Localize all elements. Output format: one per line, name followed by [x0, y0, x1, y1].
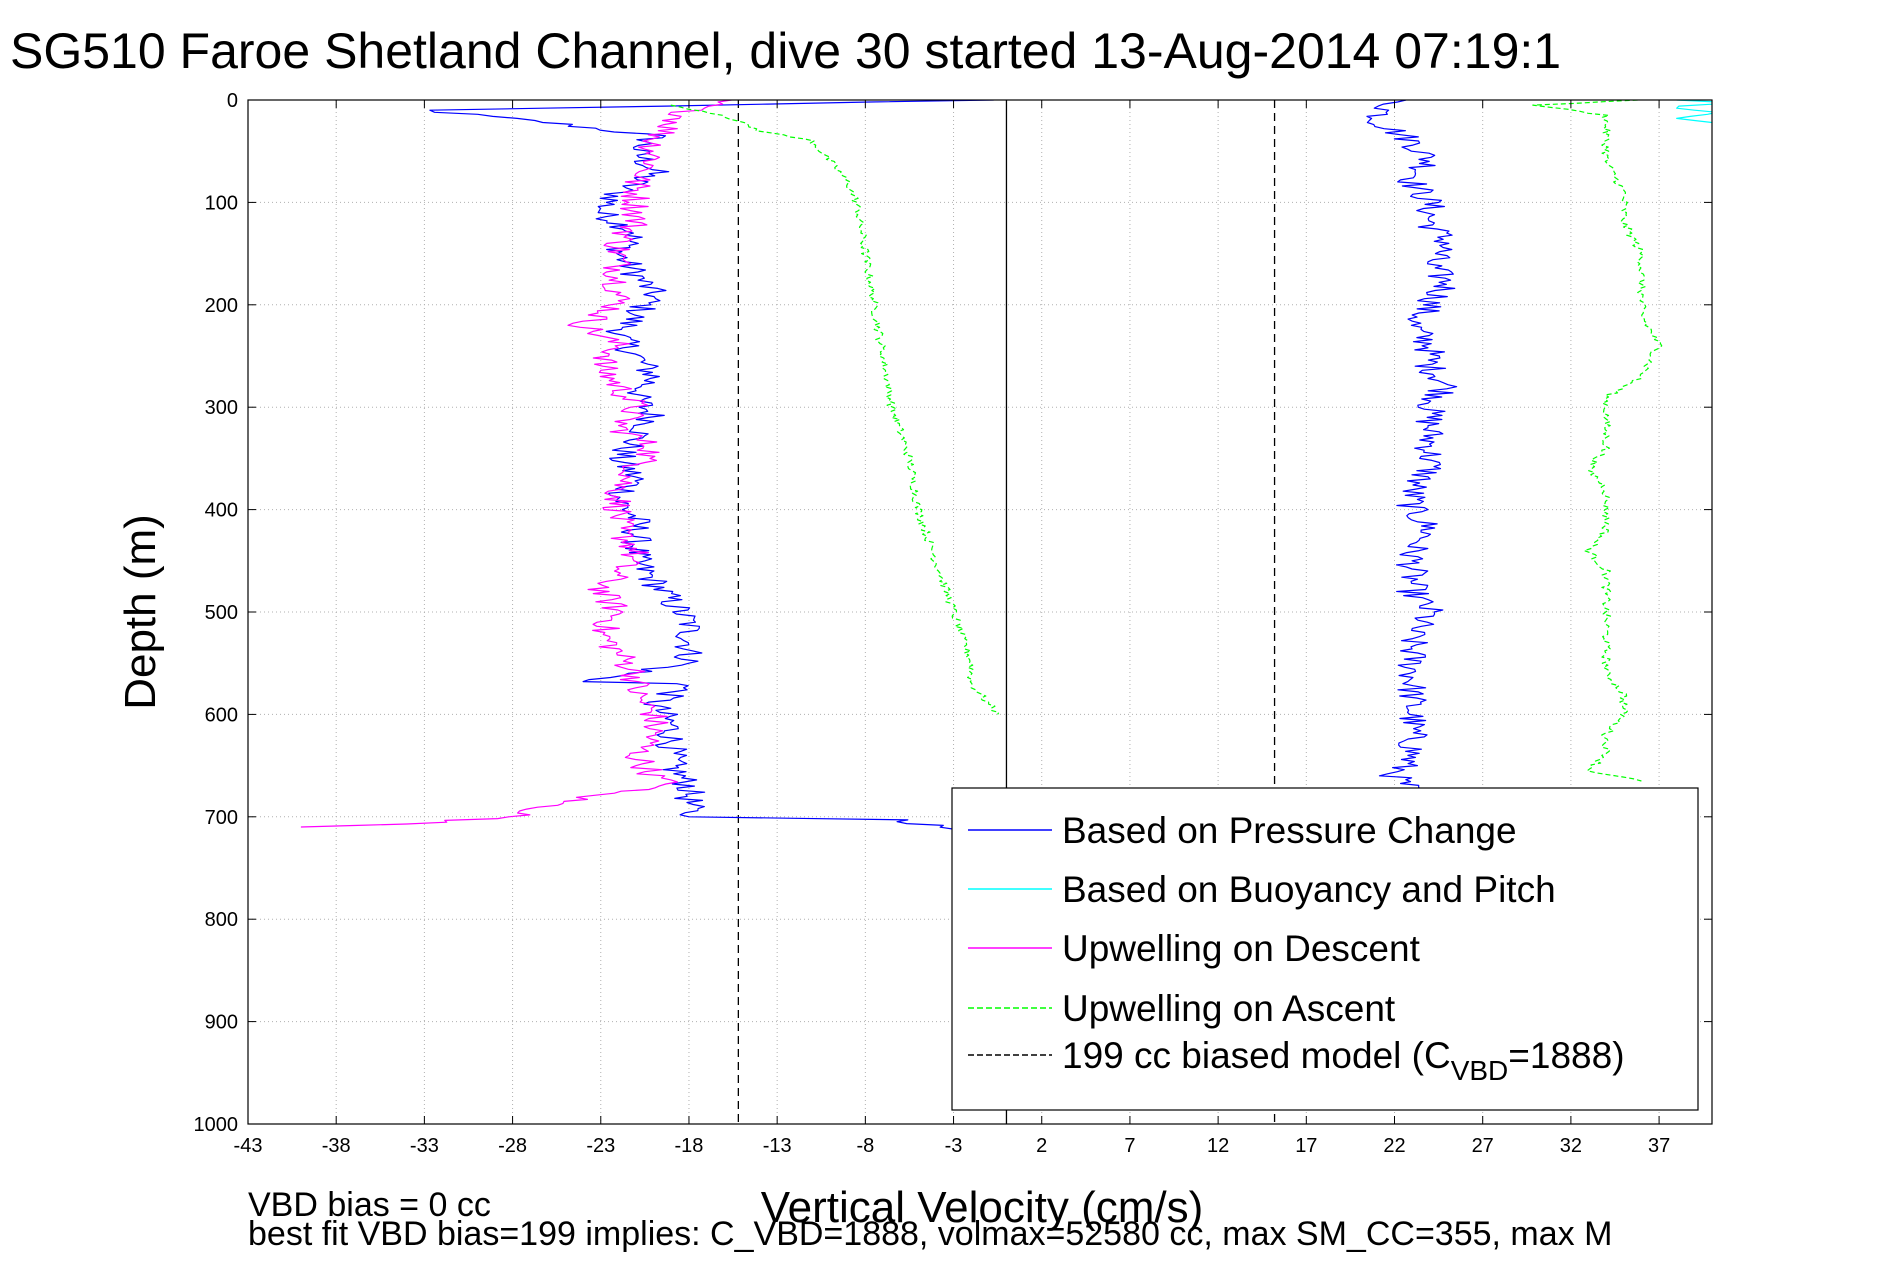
series-line-5 [1676, 100, 1712, 124]
y-tick-label-8: 800 [205, 909, 238, 931]
x-tick-label-3: -28 [498, 1135, 527, 1157]
series-line-3 [670, 104, 1000, 715]
series-line-4 [1532, 100, 1663, 782]
x-tick-label-9: 2 [1036, 1135, 1047, 1157]
x-tick-label-12: 17 [1295, 1135, 1317, 1157]
x-tick-label-10: 7 [1124, 1135, 1135, 1157]
x-tick-label-11: 12 [1207, 1135, 1229, 1157]
x-tick-label-4: -23 [586, 1135, 615, 1157]
x-tick-label-8: -3 [945, 1135, 963, 1157]
series-line-1 [1366, 100, 1458, 792]
legend-label-2: Upwelling on Descent [1062, 928, 1421, 969]
y-tick-label-9: 900 [205, 1012, 238, 1034]
series-line-0 [429, 100, 994, 830]
x-tick-label-14: 27 [1472, 1135, 1494, 1157]
x-tick-label-2: -33 [410, 1135, 439, 1157]
x-tick-labels: -43 -38 -33 -28 -23 -18 -13 -8 -3 2 7 12 17 22 27 32 37 [234, 1135, 1671, 1157]
x-tick-label-13: 22 [1383, 1135, 1405, 1157]
footer-vbd-bias: VBD bias = 0 cc [248, 1186, 491, 1224]
series-line-2 [300, 100, 732, 828]
x-tick-label-5: -18 [675, 1135, 704, 1157]
legend-label-1: Based on Buoyancy and Pitch [1062, 869, 1556, 910]
x-tick-label-0: -43 [234, 1135, 263, 1157]
y-tick-label-2: 200 [205, 295, 238, 317]
x-tick-label-15: 32 [1560, 1135, 1582, 1157]
legend-label-3: Upwelling on Ascent [1062, 988, 1396, 1029]
footer-best-fit: best fit VBD bias=199 implies: C_VBD=188… [248, 1215, 1612, 1253]
legend-box [951, 787, 1699, 1111]
y-tick-label-3: 300 [205, 397, 238, 419]
y-tick-label-0: 0 [227, 90, 238, 112]
y-tick-label-5: 500 [205, 602, 238, 624]
y-tick-labels: 0 100 200 300 400 500 600 700 800 900 1000 [194, 90, 239, 1136]
y-tick-label-10: 1000 [194, 1114, 239, 1136]
series-layer [300, 100, 1712, 830]
x-axis-label: Vertical Velocity (cm/s) [761, 1183, 1204, 1232]
x-tick-label-7: -8 [856, 1135, 874, 1157]
axis-ticks [247, 99, 1712, 1125]
legend: Based on Pressure Change Based on Buoyanc… [951, 787, 1699, 1111]
y-tick-label-1: 100 [205, 192, 238, 214]
y-tick-label-7: 700 [205, 807, 238, 829]
legend-label-0: Based on Pressure Change [1062, 810, 1517, 851]
y-tick-label-6: 600 [205, 704, 238, 726]
y-tick-label-4: 400 [205, 500, 238, 522]
x-tick-label-1: -38 [322, 1135, 351, 1157]
x-tick-label-6: -13 [763, 1135, 792, 1157]
y-axis-label: Depth (m) [116, 514, 165, 710]
x-tick-label-16: 37 [1648, 1135, 1670, 1157]
legend-label-model: 199 cc biased model (CVBD=1888) [1062, 1035, 1625, 1086]
chart-title: SG510 Faroe Shetland Channel, dive 30 st… [10, 23, 1561, 79]
